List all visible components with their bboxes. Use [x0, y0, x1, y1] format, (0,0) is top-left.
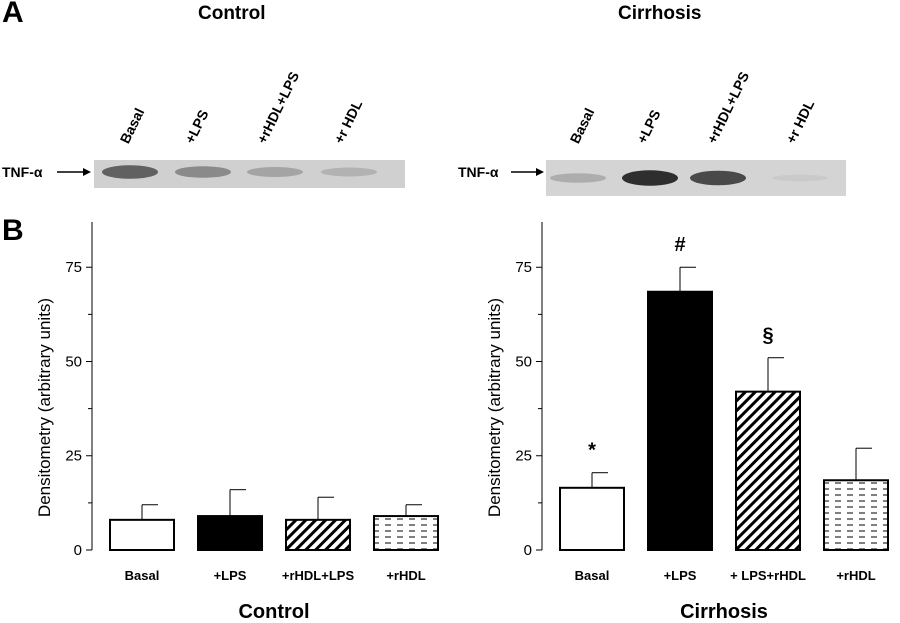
y-tick-label: 25 — [65, 448, 82, 465]
significance-marker: # — [674, 234, 685, 256]
panel-letter-b: B — [2, 214, 24, 247]
x-tick-label: +LPS — [664, 568, 697, 583]
bar — [373, 515, 439, 552]
blot-title-cirrhosis: Cirrhosis — [618, 3, 702, 24]
bar — [285, 518, 351, 551]
tnf-alpha-label-control: TNF-α — [2, 164, 43, 180]
y-tick-label: 75 — [515, 259, 532, 276]
x-tick-label: +rHDL — [836, 568, 875, 583]
bar — [197, 515, 263, 552]
y-tick-label: 0 — [524, 542, 532, 559]
x-tick-label: Basal — [125, 568, 160, 583]
blot-band — [102, 165, 158, 179]
y-tick-label: 25 — [515, 448, 532, 465]
bar-chart-cirrhosis: 0 25 50 75 Densitometry (arbitrary units) * Ba… — [485, 222, 889, 623]
blot-band — [247, 167, 303, 177]
x-axis-label: Control — [238, 601, 309, 623]
y-tick-label: 50 — [65, 353, 82, 370]
arrow-icon — [511, 168, 544, 176]
blot-band — [622, 170, 678, 186]
x-tick-label: +rHDL+LPS — [282, 568, 355, 583]
panel-letter-a: A — [2, 0, 24, 29]
x-tick-label: + LPS+rHDL — [730, 568, 806, 583]
y-axis-label: Densitometry (arbitrary units) — [485, 298, 504, 517]
x-tick-label: +LPS — [214, 568, 247, 583]
significance-marker: § — [762, 325, 773, 347]
y-tick-label: 75 — [65, 259, 82, 276]
significance-marker: * — [588, 440, 596, 462]
x-axis-label: Cirrhosis — [680, 601, 768, 623]
blot-band — [772, 174, 828, 182]
blot-band — [321, 167, 377, 177]
tnf-alpha-label-cirrhosis: TNF-α — [458, 164, 499, 180]
bar — [559, 486, 625, 551]
bar — [823, 479, 889, 551]
blot-band — [690, 170, 746, 186]
blot-title-control: Control — [198, 3, 266, 24]
bar — [109, 518, 175, 551]
blot-band — [550, 173, 606, 183]
x-tick-label: +rHDL — [386, 568, 425, 583]
blot-band — [175, 166, 231, 178]
blot-strips — [57, 160, 846, 196]
y-axis-label: Densitometry (arbitrary units) — [35, 298, 54, 517]
bar — [735, 390, 801, 551]
bar-chart-control: 0 25 50 75 Densitometry (arbitrary units) Bas… — [35, 222, 439, 623]
y-tick-label: 0 — [74, 542, 82, 559]
x-tick-label: Basal — [575, 568, 610, 583]
bar — [647, 290, 713, 551]
y-tick-label: 50 — [515, 353, 532, 370]
arrow-icon — [57, 168, 91, 176]
